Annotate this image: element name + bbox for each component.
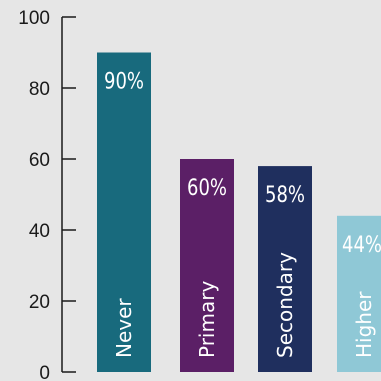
y-tick-label: 60 [29,150,50,171]
bar-value-label: 60% [187,176,227,201]
bar-value-label: 44% [342,233,381,258]
bar-value-label: 58% [265,183,305,208]
y-tick-label: 80 [29,79,50,100]
bar-group: 60% Primary [180,159,234,372]
y-tick-label: 40 [29,221,50,242]
bar-category-label: Secondary [273,252,297,358]
bar-category-label: Primary [195,281,219,358]
bar-category-label: Never [112,298,136,358]
bar-category-label: Higher [352,291,376,358]
bar-value-label: 90% [104,70,144,95]
bar [337,215,381,372]
bar [180,159,234,372]
y-tick-label: 100 [18,8,50,29]
y-tick-label: 20 [29,292,50,313]
y-axis: 0 20 40 60 80 100 [18,8,76,381]
bar [258,166,312,372]
bar [97,52,151,372]
bar-group: 90% Never [97,52,151,372]
bar-group: 44% Higher [337,215,381,372]
y-tick-label: 0 [39,363,50,381]
bars: 90% Never 60% Primary 58% Secondary 44% Higher [97,52,381,372]
bar-group: 58% Secondary [258,166,312,372]
